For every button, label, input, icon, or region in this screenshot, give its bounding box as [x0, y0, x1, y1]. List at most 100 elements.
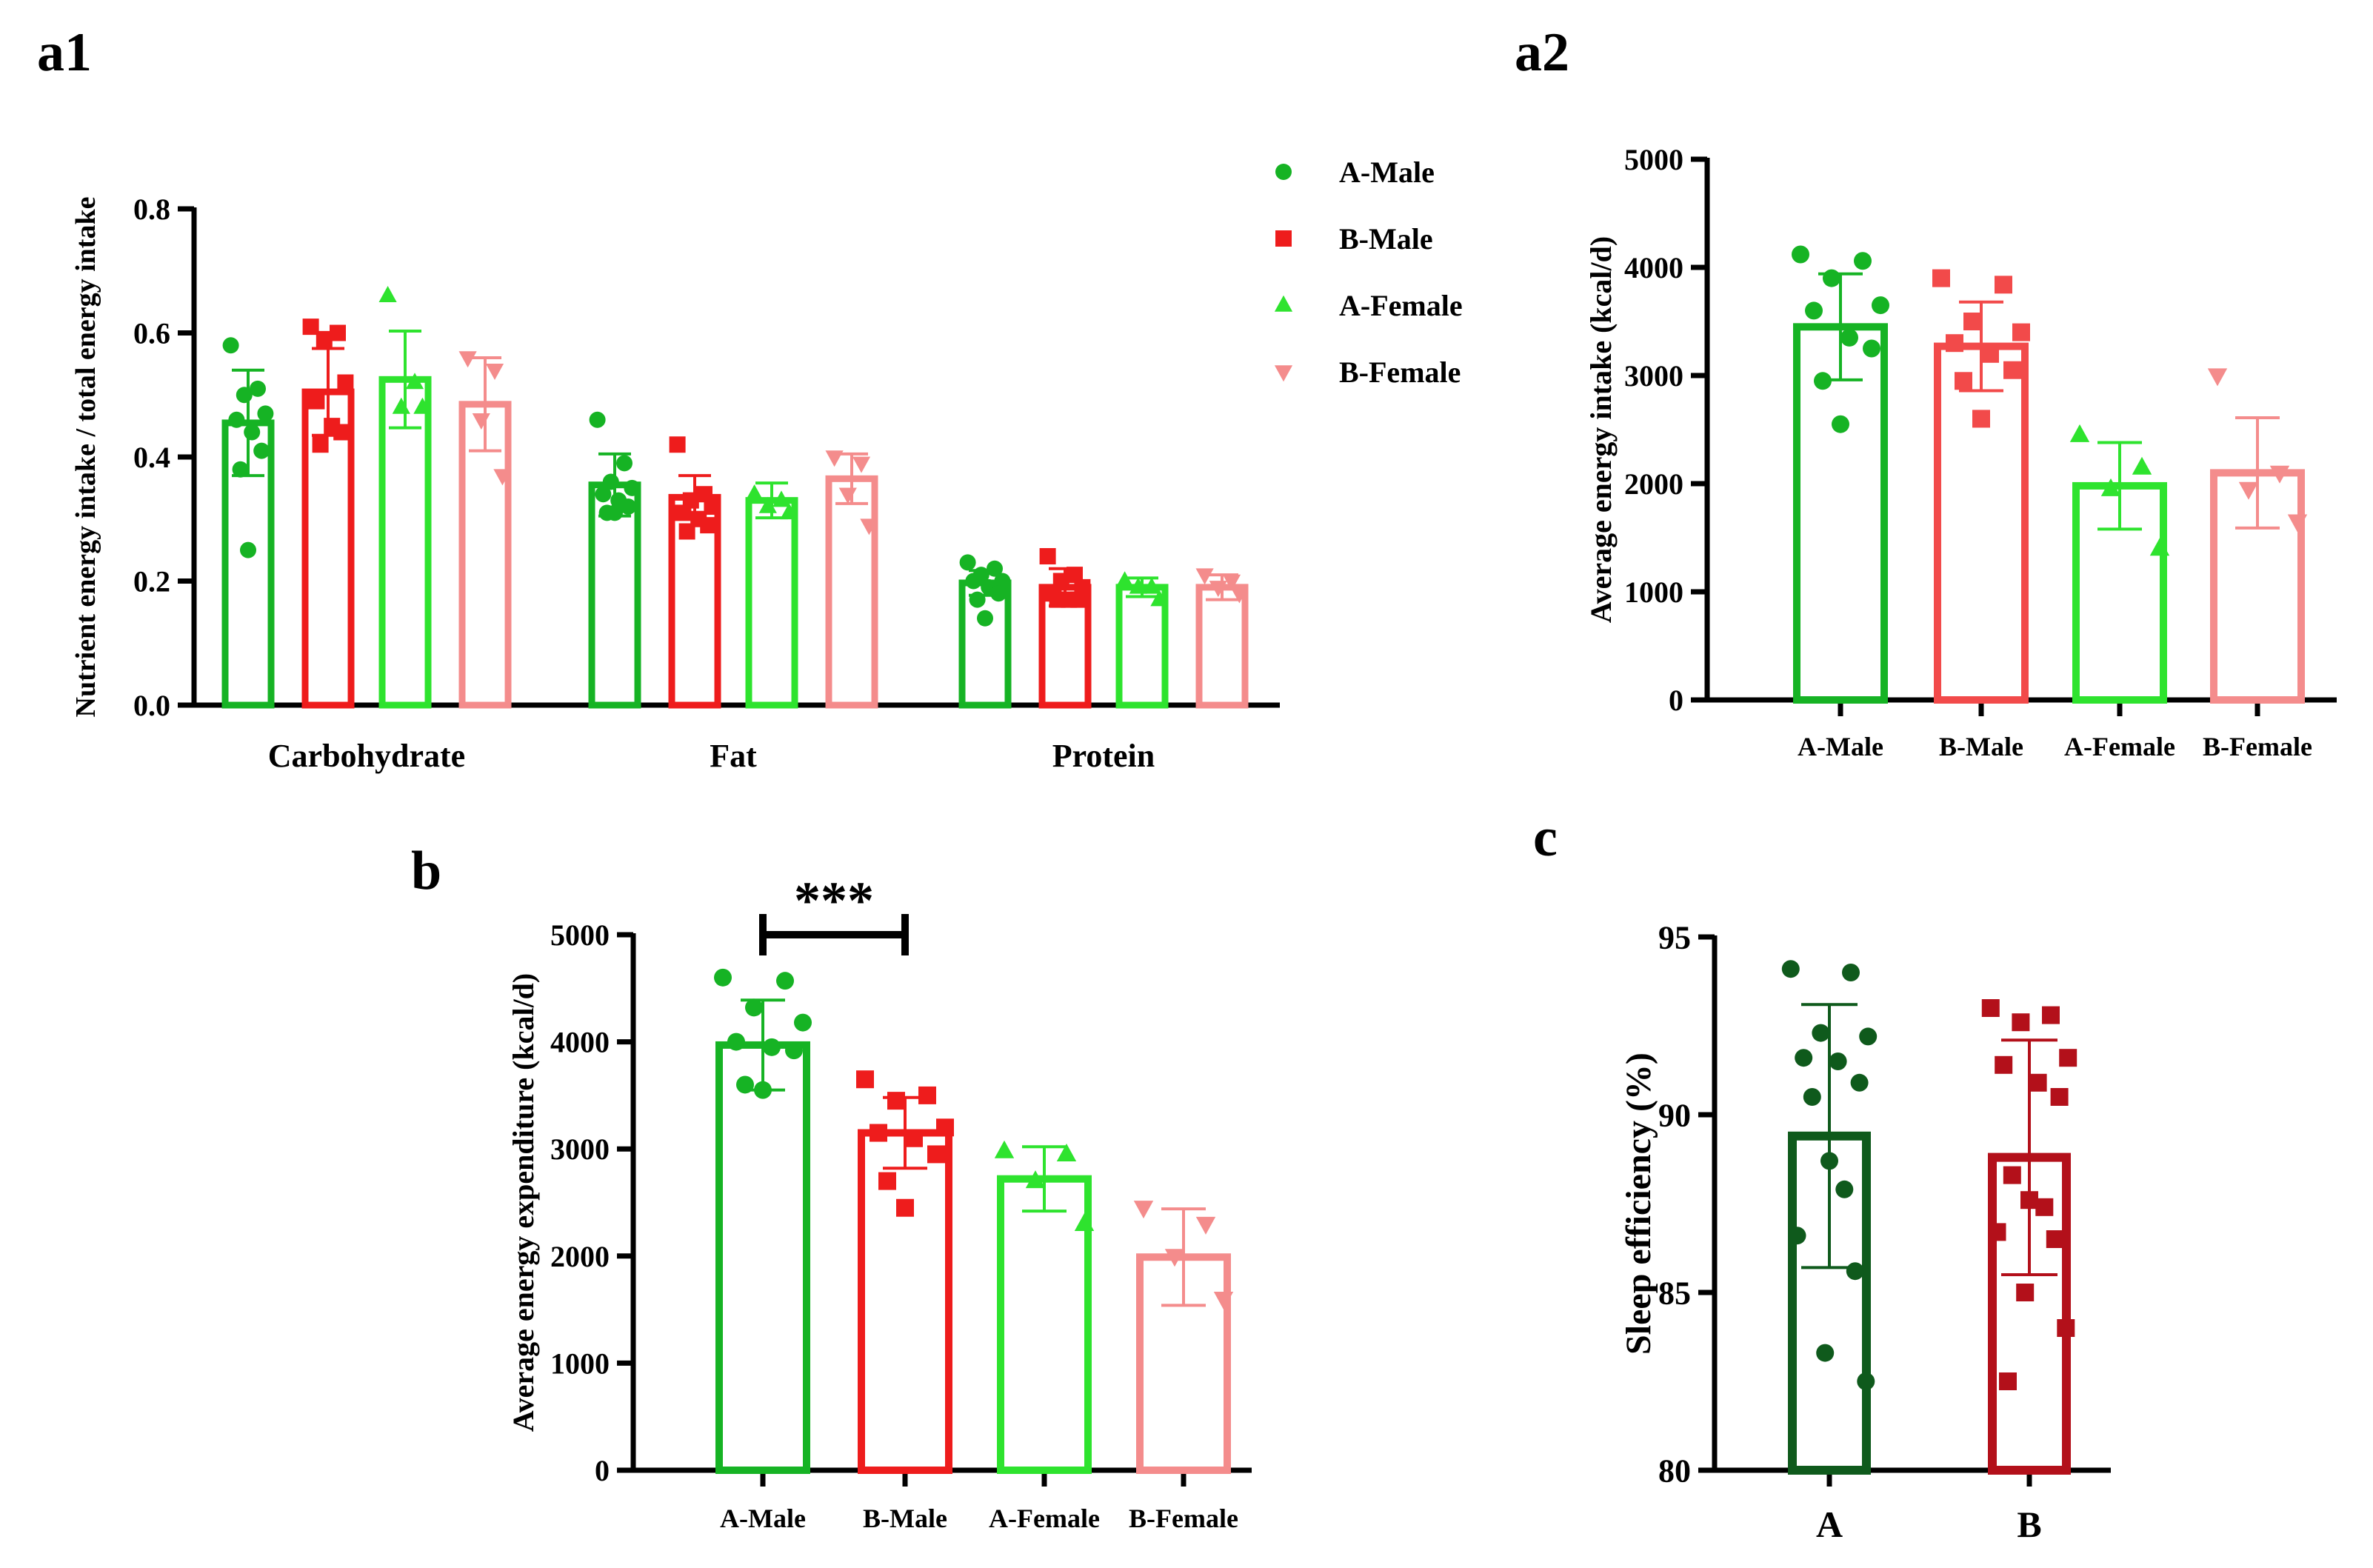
data-point — [1781, 960, 1800, 978]
chart-c: 80 85 90 95 Sleep efficiency (%) A B — [1619, 919, 2111, 1545]
legend-marker — [1274, 365, 1293, 382]
y-axis-label: Nutrient energy intake / total energy in… — [70, 197, 101, 718]
data-point — [1052, 573, 1069, 590]
legend-label: A-Male — [1339, 156, 1435, 189]
y-tick-label: 95 — [1658, 919, 1691, 955]
data-point — [624, 479, 641, 496]
data-point — [2012, 1013, 2030, 1032]
legend-marker — [1275, 230, 1292, 247]
x-tick-label: B-Male — [863, 1504, 947, 1533]
chart-b: 0 1000 2000 3000 4000 5000 Average energy expe… — [507, 871, 1252, 1533]
bar — [745, 497, 798, 709]
data-point — [887, 1092, 905, 1110]
data-point — [392, 397, 410, 414]
data-point — [2029, 1073, 2047, 1092]
data-point — [745, 998, 763, 1017]
data-point — [1074, 578, 1091, 595]
data-point — [1812, 1024, 1830, 1042]
data-point — [1049, 591, 1066, 608]
data-point — [602, 473, 619, 490]
data-point — [2059, 1049, 2077, 1067]
data-point — [1846, 1262, 1864, 1281]
data-point — [2003, 1166, 2021, 1184]
x-tick-label: A-Female — [989, 1504, 1100, 1533]
y-tick-label: 5000 — [1624, 143, 1683, 176]
data-point — [2207, 368, 2228, 387]
data-point — [785, 1041, 803, 1060]
data-point — [918, 1086, 936, 1104]
data-point — [316, 330, 333, 347]
bar — [997, 1175, 1092, 1474]
x-tick-label: B-Female — [2203, 732, 2312, 761]
data-point — [1850, 1073, 1869, 1092]
data-point — [405, 373, 424, 390]
data-point — [776, 972, 794, 990]
panel-label-c: c — [1533, 807, 1558, 868]
bar — [825, 475, 878, 709]
data-point — [754, 1081, 772, 1099]
data-point — [1946, 334, 1963, 353]
data-point — [1150, 590, 1169, 607]
data-point — [1195, 1216, 1216, 1235]
data-point — [1932, 269, 1950, 287]
data-point — [794, 1013, 812, 1032]
data-point — [1995, 1055, 2013, 1074]
data-point — [2035, 1198, 2054, 1216]
y-tick-label: 0.6 — [133, 317, 170, 350]
data-point — [2057, 1319, 2075, 1337]
data-point — [936, 1118, 954, 1137]
x-tick-label: A — [1816, 1504, 1843, 1545]
data-point — [1133, 1201, 1154, 1219]
legend: A-Male B-Male A-Female B-Female — [1274, 156, 1463, 389]
data-point — [1972, 410, 1990, 428]
data-point — [1115, 571, 1134, 588]
bar — [1934, 342, 2029, 704]
y-tick-label: 1000 — [550, 1347, 610, 1380]
data-point — [1129, 577, 1147, 594]
data-point — [2020, 1191, 2038, 1210]
y-tick-label: 4000 — [550, 1026, 610, 1059]
y-tick-label: 0 — [595, 1454, 610, 1487]
data-point — [1829, 1052, 1847, 1070]
data-point — [493, 469, 512, 486]
data-point — [378, 286, 397, 303]
data-point — [727, 1032, 745, 1051]
x-tick-label: A-Male — [720, 1504, 806, 1533]
data-point — [595, 486, 612, 503]
data-point — [994, 573, 1011, 590]
data-point — [1209, 581, 1227, 598]
legend-marker — [1275, 164, 1292, 180]
data-point — [413, 397, 432, 414]
data-point — [745, 484, 764, 501]
data-point — [1039, 548, 1056, 564]
data-point — [772, 490, 791, 507]
data-point — [1164, 1249, 1185, 1267]
data-point — [1863, 339, 1880, 358]
y-tick-label: 2000 — [550, 1240, 610, 1273]
data-point — [312, 436, 329, 453]
chart-a2: 0 1000 2000 3000 4000 5000 Average energy inta… — [1584, 143, 2337, 761]
data-point — [675, 504, 692, 521]
y-tick-label: 3000 — [550, 1132, 610, 1166]
data-point — [1981, 344, 1999, 363]
data-point — [1222, 574, 1241, 591]
y-tick-label: 4000 — [1624, 251, 1683, 284]
data-point — [589, 411, 606, 428]
data-point — [825, 450, 844, 467]
data-point — [2132, 456, 2152, 475]
data-point — [959, 554, 976, 571]
data-point — [987, 560, 1003, 577]
legend-label: B-Male — [1339, 222, 1433, 256]
data-point — [994, 1140, 1015, 1158]
y-tick-label: 0.0 — [133, 689, 170, 722]
significance-label: *** — [794, 871, 874, 930]
data-point — [2003, 361, 2021, 379]
data-point — [222, 337, 239, 354]
data-point — [878, 1172, 896, 1190]
x-tick-label: Carbohydrate — [268, 738, 465, 774]
data-point — [896, 1198, 914, 1217]
data-point — [1816, 1344, 1835, 1362]
data-point — [458, 351, 477, 368]
data-point — [2042, 1006, 2060, 1024]
